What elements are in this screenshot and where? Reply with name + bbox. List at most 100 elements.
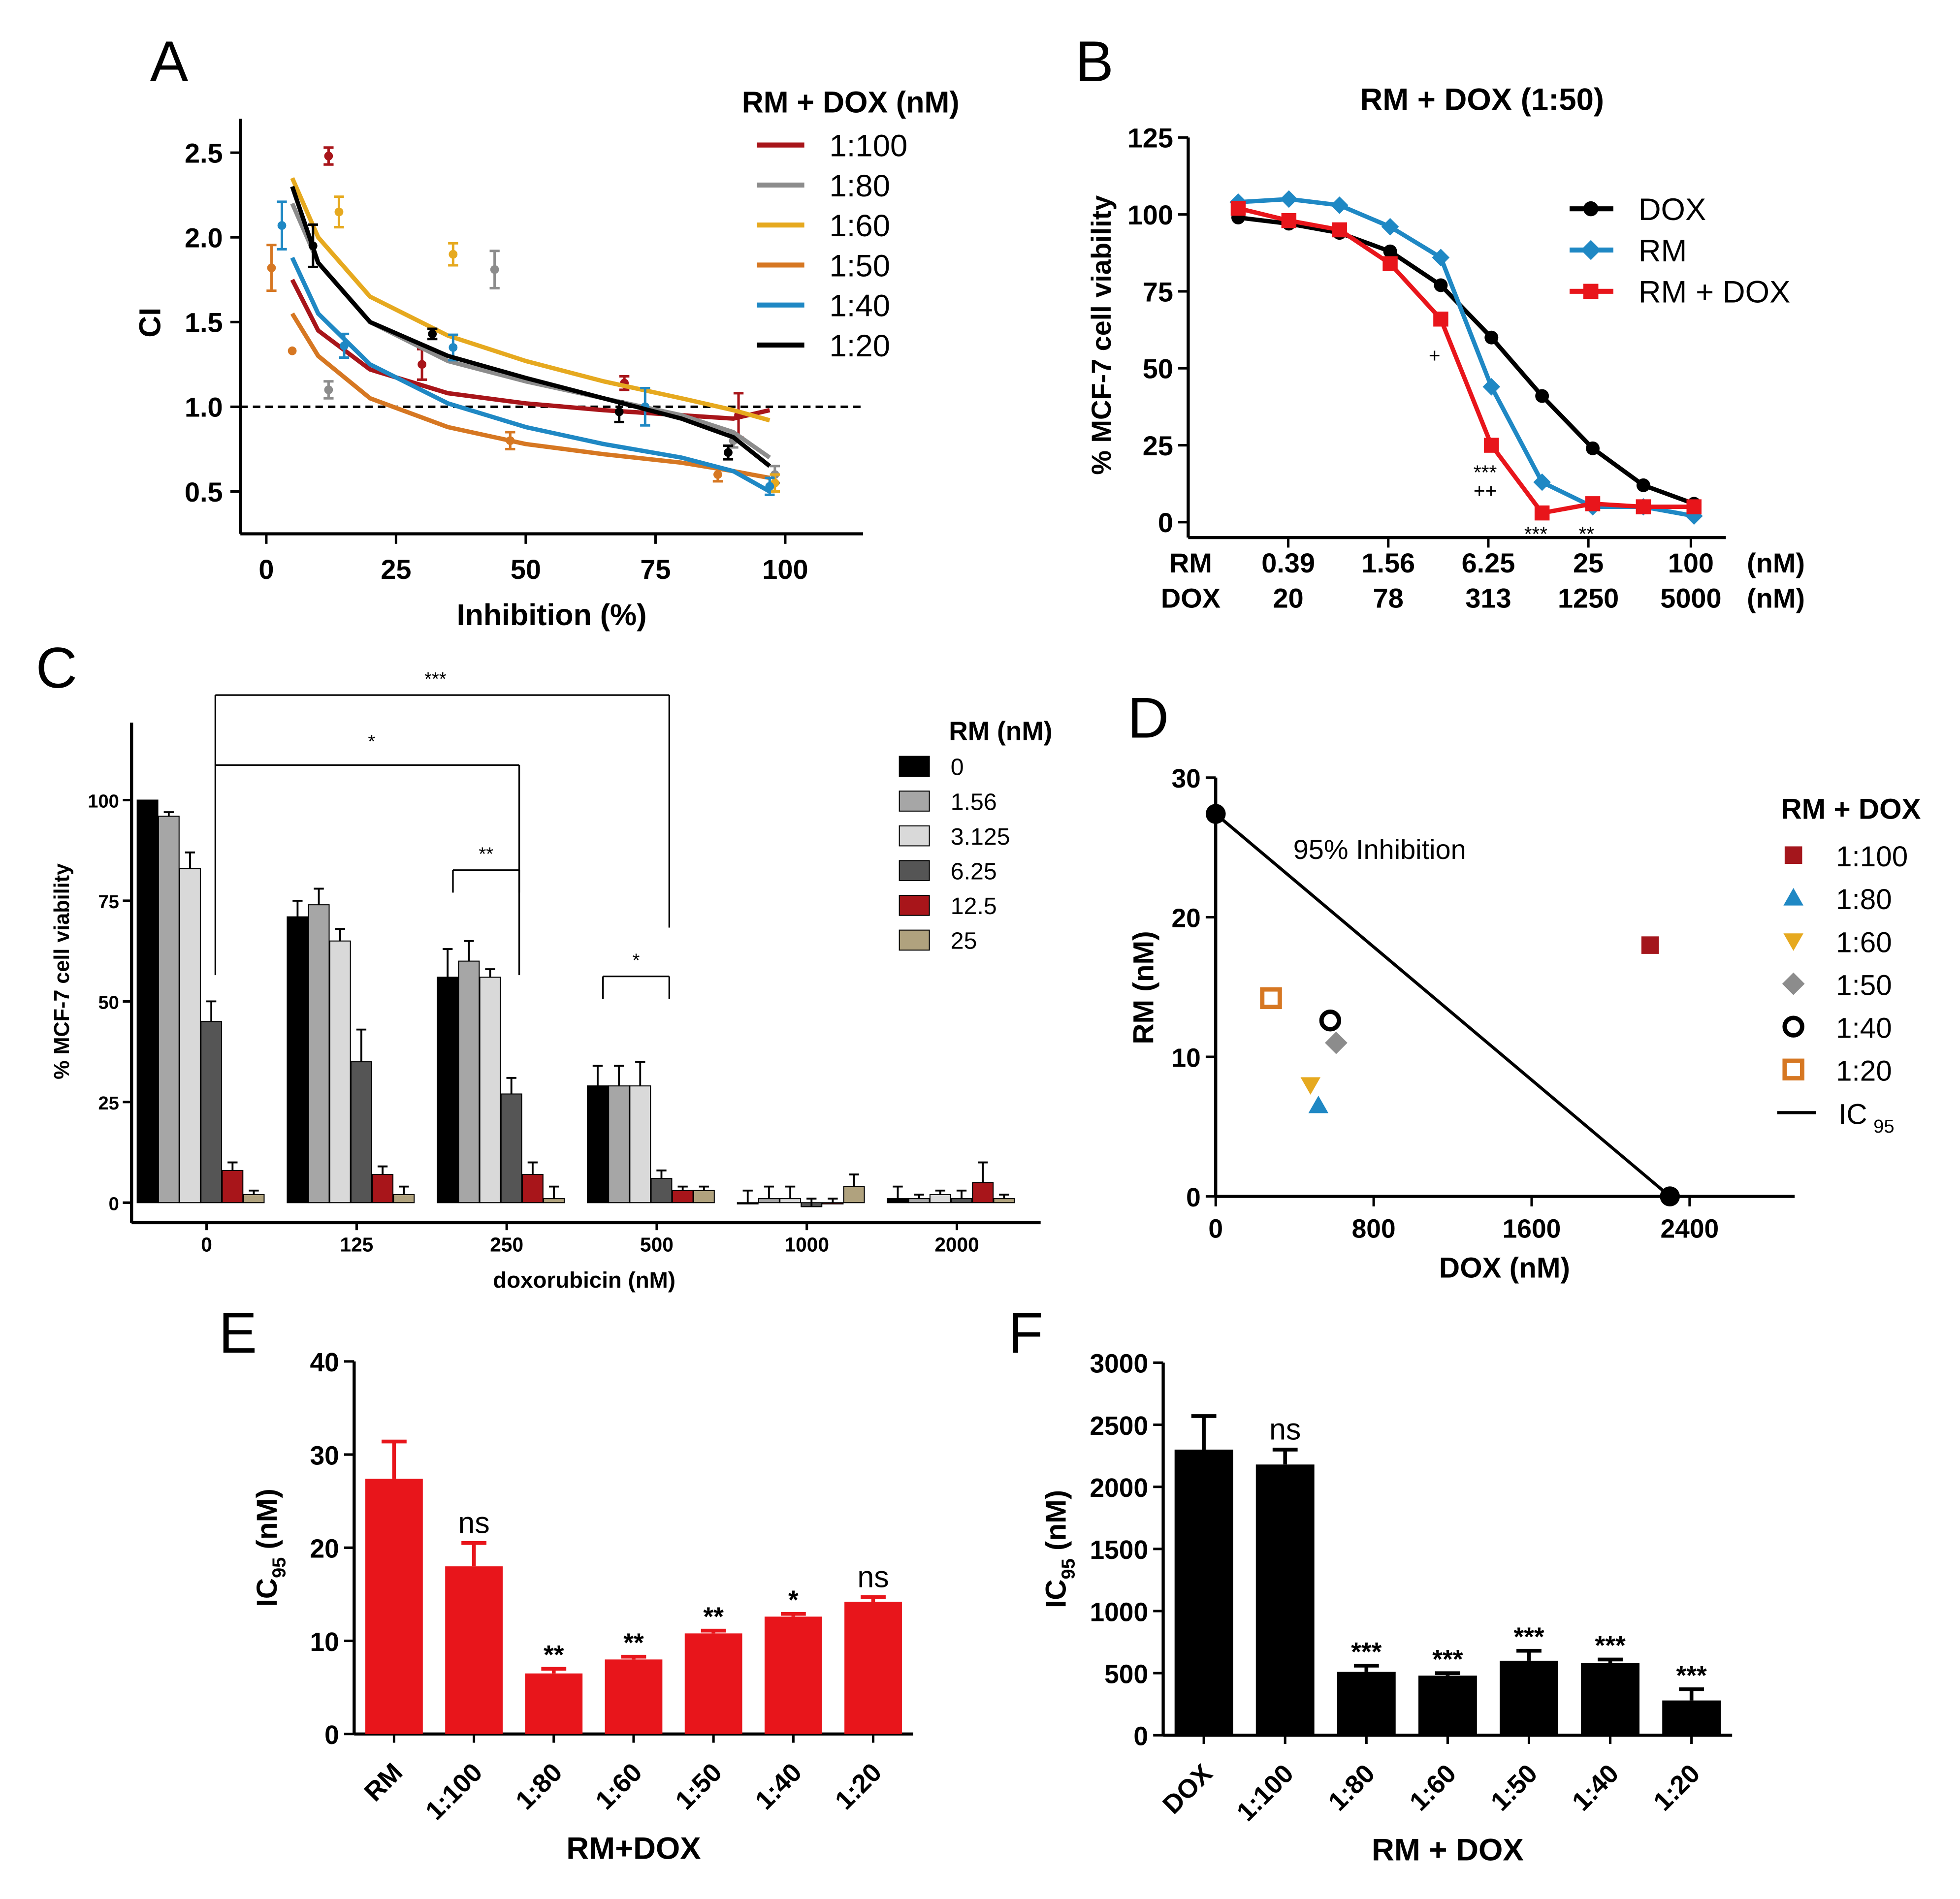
data-point [1484, 438, 1499, 453]
data-point [1533, 473, 1551, 491]
legend-swatch [899, 791, 930, 812]
x-tick-label: 2400 [1661, 1214, 1719, 1243]
y-tick-label: 3000 [1090, 1350, 1148, 1379]
series-1-100 [290, 146, 771, 439]
series-line [1237, 206, 1694, 515]
data-point [1280, 190, 1298, 208]
bar [1418, 1676, 1477, 1736]
x-tick-label: 1:50 [1485, 1759, 1543, 1816]
significance-mark: ** [703, 1603, 724, 1632]
legend-swatch [899, 929, 930, 951]
line-label: 95% Inhibition [1293, 834, 1466, 865]
series-line [1238, 196, 1695, 518]
y-tick-label: 2000 [1090, 1474, 1148, 1503]
bracket-500: * [602, 950, 671, 999]
y-tick-label: 0 [1158, 507, 1173, 538]
fit-curve [290, 312, 771, 480]
series-rm-25 [243, 1173, 1015, 1203]
significance-mark: *** [1513, 1623, 1544, 1652]
x-row-tick: 313 [1465, 582, 1511, 613]
bar [308, 904, 330, 1203]
legend-marker [1580, 240, 1601, 260]
data-point [1686, 499, 1702, 514]
bar [329, 940, 351, 1203]
legend-label: 12.5 [951, 893, 997, 919]
bar [543, 1198, 565, 1203]
fit-curve [290, 202, 771, 460]
significance-mark: ns [857, 1560, 889, 1593]
legend-label: RM [1639, 234, 1687, 268]
legend-label: IC [1838, 1098, 1867, 1130]
y-tick-label: 75 [98, 892, 119, 913]
bar [586, 1085, 609, 1203]
fit-curve [290, 177, 771, 423]
y-tick-label: 1.5 [185, 307, 223, 338]
y-tick-label: 0.5 [185, 476, 223, 507]
y-tick-label: 1.0 [185, 392, 223, 423]
bar [737, 1202, 759, 1204]
legend-label: 6.25 [951, 858, 997, 885]
x-row-tick: 1.56 [1361, 547, 1415, 578]
data-point [765, 482, 774, 491]
y-axis-label: IC95 (nM) [251, 1488, 290, 1607]
legend-title: RM + DOX [1781, 793, 1921, 825]
panel-d: 0 10 20 30 0 800 1600 2400 DOX (nM) RM (nM) 95% In… [1127, 764, 1921, 1284]
significance-mark: ** [623, 1629, 644, 1658]
data-point [428, 329, 437, 339]
data-point [267, 263, 276, 273]
x-axis-label: RM+DOX [566, 1832, 701, 1866]
x-row-tick: 5000 [1660, 582, 1721, 613]
panel-label-a: A [150, 29, 188, 94]
bar [672, 1190, 694, 1203]
data-point [334, 207, 344, 217]
significance-mark: *** [1676, 1661, 1707, 1690]
data-point [1433, 312, 1448, 327]
x-tick-label: 0 [258, 554, 274, 585]
legend-label: 1.56 [951, 789, 997, 815]
bar [393, 1194, 415, 1203]
data-point [1330, 196, 1349, 214]
data-point [340, 341, 349, 350]
bracket-label: *** [424, 669, 447, 690]
bar [158, 816, 180, 1203]
x-tick-label: 1:80 [510, 1758, 568, 1815]
y-tick-label: 0 [1133, 1722, 1148, 1751]
legend-marker [1783, 888, 1803, 906]
x-tick-label: 125 [340, 1233, 374, 1256]
x-tick-label: 25 [381, 554, 411, 585]
significance-mark: *** [1524, 522, 1548, 545]
chart-title: RM + DOX (1:50) [1360, 83, 1604, 117]
x-tick-label: 1:20 [1648, 1759, 1705, 1816]
data-point [1482, 378, 1501, 396]
panel-label-f: F [1008, 1300, 1043, 1365]
bar [843, 1186, 865, 1203]
data-point [1332, 222, 1347, 238]
data-point [308, 241, 318, 251]
panel-label-c: C [36, 635, 77, 700]
bar [179, 868, 201, 1203]
data-point [1230, 200, 1246, 216]
legend-label: 25 [951, 928, 977, 954]
legend-label-sub: 95 [1873, 1116, 1894, 1137]
data-point-1-20 [1260, 987, 1282, 1010]
bracket-250: ** [452, 844, 520, 893]
bar [972, 1182, 994, 1203]
bar [437, 977, 459, 1203]
data-point [614, 407, 624, 416]
y-tick-label: 0 [324, 1721, 339, 1750]
bracket-label: * [633, 950, 640, 971]
series-1-50 [266, 244, 771, 483]
series-rm-dox [1230, 200, 1702, 521]
bar [629, 1085, 651, 1203]
x-row-tick: 6.25 [1462, 547, 1515, 578]
y-tick-label: 100 [88, 791, 119, 812]
x-tick-label: 100 [762, 554, 808, 585]
x-axis-label: DOX (nM) [1439, 1252, 1570, 1284]
significance-mark: * [788, 1585, 799, 1614]
y-tick-label: 25 [98, 1093, 119, 1114]
series-1-20 [290, 186, 771, 468]
legend-marker [1782, 1015, 1804, 1038]
significance-mark: *** [1351, 1638, 1382, 1667]
data-point [713, 470, 722, 479]
data-point-1-60 [1300, 1077, 1321, 1095]
